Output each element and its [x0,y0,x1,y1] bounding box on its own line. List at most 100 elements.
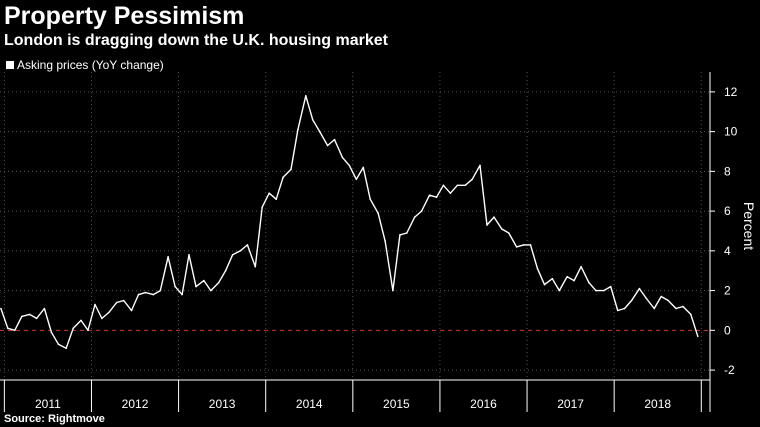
data-point [645,297,648,300]
data-point [355,178,358,181]
source-note: Source: Rightmove [4,413,105,425]
data-point [268,192,271,194]
data-point [188,254,190,256]
axis-layer [0,72,715,412]
data-point [246,244,249,246]
data-point [428,194,431,196]
data-point [384,240,386,242]
data-point [543,283,546,286]
data-point [551,277,554,280]
data-point [137,293,140,296]
data-point [181,293,183,296]
data-point [369,198,372,200]
y-tick-label: 12 [724,85,738,99]
data-point [392,289,394,292]
grid-layer [0,72,710,380]
data-point [435,196,438,198]
data-point [152,293,155,296]
data-point [210,289,212,292]
series-layer [0,95,699,350]
data-point [682,305,684,308]
data-point [609,285,612,288]
data-point [588,281,590,284]
data-point [558,289,561,292]
data-point [195,285,197,288]
data-point [72,327,74,330]
data-point [94,303,96,306]
data-point [50,331,53,334]
x-tick-label: 2016 [470,397,497,411]
data-point [464,184,467,187]
data-point [130,309,133,312]
data-point [7,327,9,330]
data-point [493,216,495,218]
data-point [167,255,169,258]
data-point [508,232,510,234]
data-point [479,164,481,167]
data-point [536,267,539,270]
data-point [471,178,474,181]
x-tick-label: 2013 [209,397,236,411]
data-point [690,313,692,316]
label-layer: -2 0 2 4 6 8 10 12 2011 2012 2013 2014 2015 2016 2017 2… [35,85,757,411]
y-tick-label: 2 [724,284,731,298]
data-point [305,95,307,97]
data-point [14,329,16,332]
data-point [297,128,299,131]
data-point [115,301,118,304]
y-axis-title: Percent [741,202,757,250]
data-point [515,246,518,248]
data-point [203,279,205,282]
data-point [566,275,568,278]
data-point [65,347,67,350]
data-point [224,269,227,272]
x-tick-label: 2011 [35,397,61,411]
data-point [333,138,336,141]
data-point [660,295,662,298]
data-point [231,254,234,256]
legend: Asking prices (YoY change) [6,58,164,72]
data-point [101,317,103,320]
data-point [456,184,459,187]
data-point [348,164,351,167]
data-point [630,299,633,302]
x-tick-label: 2012 [122,397,149,411]
legend-swatch-icon [6,61,14,69]
data-point [377,212,379,214]
data-point [529,244,532,246]
data-point [413,216,416,218]
data-point [311,118,314,121]
data-point [122,299,125,302]
y-tick-label: -2 [724,363,735,377]
data-point [667,299,669,302]
data-point [318,130,321,133]
data-point [595,289,597,292]
data-point [362,166,365,169]
data-point [420,210,423,212]
series-line [0,95,699,349]
y-tick-label: 4 [724,244,731,258]
data-point [0,307,2,310]
data-point [501,228,503,230]
data-point [108,311,110,314]
data-point [406,232,408,234]
data-point [449,192,452,194]
data-point [602,289,605,292]
data-point [239,250,242,252]
data-point [616,309,619,312]
data-point [341,156,344,159]
y-tick-label: 10 [724,125,738,139]
legend-label: Asking prices (YoY change) [17,58,164,72]
data-point [28,313,31,316]
data-point [174,285,176,288]
data-point [217,281,220,284]
chart-subtitle: London is dragging down the U.K. housing… [4,32,388,49]
data-point [35,317,38,320]
data-point [580,265,582,268]
data-point [675,307,677,310]
data-point [442,184,445,187]
data-point [326,144,329,147]
data-point [399,234,401,236]
data-point [638,287,641,290]
